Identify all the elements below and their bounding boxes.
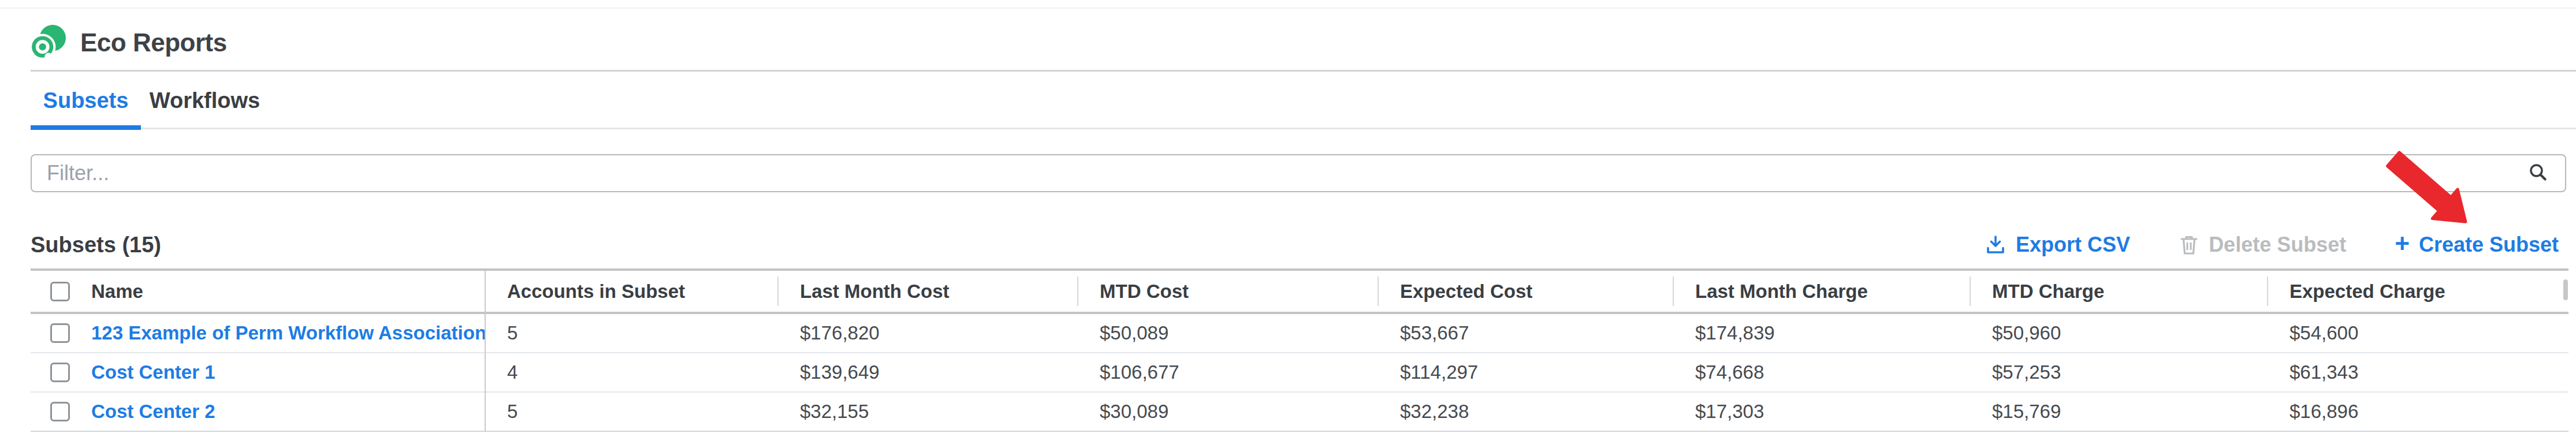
subsets-table: Name Accounts in Subset Last Month Cost … (31, 268, 2568, 432)
header-cell-accounts: Accounts in Subset (485, 271, 777, 312)
eco-reports-page: Eco Reports Subsets Workflows Subsets (1… (0, 0, 2576, 448)
cell-last-month-charge: $74,668 (1673, 353, 1970, 391)
plus-icon: + (2395, 231, 2410, 256)
download-icon (1985, 234, 2007, 256)
cell-mtd-cost: $50,089 (1077, 314, 1378, 352)
app-header: Eco Reports (31, 16, 227, 69)
tab-subsets[interactable]: Subsets (31, 72, 141, 130)
section-title: Subsets (15) (31, 233, 161, 257)
toolbar: Subsets (15) Export CSV Delete Subset (31, 230, 2559, 260)
table-row: 123 Example of Perm Workflow Association… (31, 314, 2568, 353)
table-header-row: Name Accounts in Subset Last Month Cost … (31, 271, 2568, 314)
header-cell-expected-charge: Expected Charge (2267, 271, 2568, 312)
top-hairline (0, 8, 2576, 9)
cell-mtd-charge: $57,253 (1970, 353, 2267, 391)
cell-expected-cost: $114,297 (1378, 353, 1673, 391)
cell-expected-charge: $16,896 (2267, 393, 2568, 431)
search-icon[interactable] (2527, 162, 2550, 185)
toolbar-actions: Export CSV Delete Subset + Create Subset (1985, 232, 2559, 257)
cell-last-month-cost: $139,649 (777, 353, 1077, 391)
create-subset-button[interactable]: + Create Subset (2395, 232, 2559, 257)
cell-last-month-charge: $174,839 (1673, 314, 1970, 352)
select-all-checkbox[interactable] (50, 282, 70, 301)
cell-mtd-cost: $106,677 (1077, 353, 1378, 391)
name-column-divider (485, 271, 486, 432)
cell-accounts: 5 (485, 314, 777, 352)
cell-accounts: 4 (485, 353, 777, 391)
tab-bar: Subsets Workflows (31, 72, 269, 130)
header-cell-last-month-charge: Last Month Charge (1673, 271, 1970, 312)
row-checkbox[interactable] (50, 363, 70, 382)
tab-workflows[interactable]: Workflows (141, 72, 269, 130)
header-cell-mtd-charge: MTD Charge (1970, 271, 2267, 312)
cell-mtd-charge: $15,769 (1970, 393, 2267, 431)
row-checkbox[interactable] (50, 402, 70, 421)
header-divider (31, 70, 2576, 72)
cell-last-month-cost: $176,820 (777, 314, 1077, 352)
filter-bar (31, 154, 2566, 192)
create-subset-label: Create Subset (2419, 233, 2559, 257)
cell-mtd-cost: $30,089 (1077, 393, 1378, 431)
table-scrollbar-thumb[interactable] (2563, 279, 2568, 300)
cell-expected-cost: $53,667 (1378, 314, 1673, 352)
table-row: Cost Center 2 5 $32,155 $30,089 $32,238 … (31, 393, 2568, 432)
cell-name: Cost Center 2 (31, 393, 485, 431)
export-csv-label: Export CSV (2016, 233, 2130, 257)
filter-input[interactable] (47, 161, 2515, 185)
table-row: Cost Center 1 4 $139,649 $106,677 $114,2… (31, 353, 2568, 393)
page-title: Eco Reports (80, 28, 227, 57)
cell-mtd-charge: $50,960 (1970, 314, 2267, 352)
row-checkbox[interactable] (50, 323, 70, 343)
trash-icon (2179, 234, 2199, 256)
cell-last-month-cost: $32,155 (777, 393, 1077, 431)
cell-accounts: 5 (485, 393, 777, 431)
export-csv-button[interactable]: Export CSV (1985, 233, 2130, 257)
cell-name: 123 Example of Perm Workflow Association (31, 314, 485, 352)
header-cell-name: Name (31, 271, 485, 312)
header-cell-last-month-cost: Last Month Cost (777, 271, 1077, 312)
subset-name-link[interactable]: Cost Center 2 (91, 401, 215, 423)
cell-name: Cost Center 1 (31, 353, 485, 391)
subset-name-link[interactable]: Cost Center 1 (91, 361, 215, 383)
subset-name-link[interactable]: 123 Example of Perm Workflow Association (91, 322, 485, 344)
delete-subset-label: Delete Subset (2209, 233, 2346, 257)
tabs-divider (31, 128, 2576, 129)
delete-subset-button[interactable]: Delete Subset (2179, 233, 2346, 257)
cell-expected-charge: $61,343 (2267, 353, 2568, 391)
header-cell-expected-cost: Expected Cost (1378, 271, 1673, 312)
header-cell-mtd-cost: MTD Cost (1077, 271, 1378, 312)
cell-expected-charge: $54,600 (2267, 314, 2568, 352)
cell-last-month-charge: $17,303 (1673, 393, 1970, 431)
eco-logo-icon (31, 25, 66, 61)
header-label-name: Name (91, 281, 143, 303)
cell-expected-cost: $32,238 (1378, 393, 1673, 431)
